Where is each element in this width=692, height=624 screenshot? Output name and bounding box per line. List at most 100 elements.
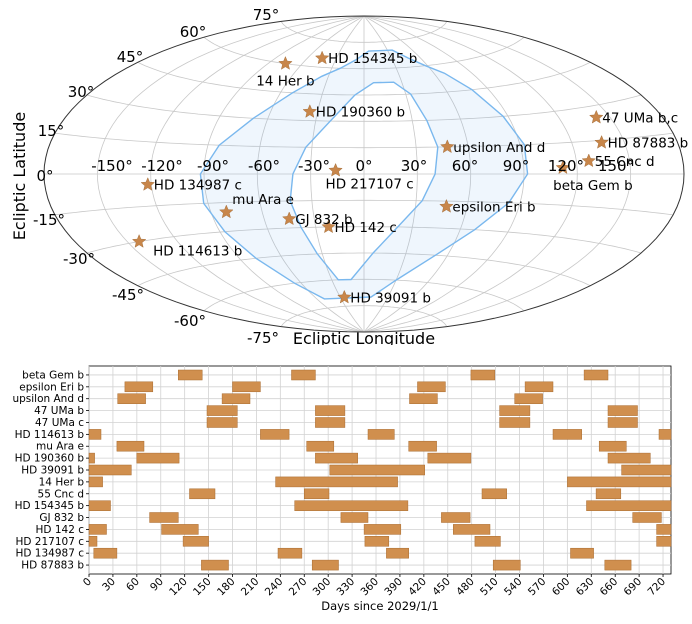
row-label: HD 190360 b: [15, 453, 85, 465]
visibility-bar: [552, 429, 582, 440]
row-label: HD 39091 b: [21, 465, 84, 477]
visibility-bar: [607, 417, 638, 428]
lon-tick-label: 90°: [503, 157, 530, 175]
visibility-bar: [149, 512, 179, 523]
visibility-bar: [656, 524, 672, 535]
visibility-bar: [656, 536, 672, 547]
visibility-bar: [658, 429, 672, 440]
planet-star-marker: [282, 211, 297, 226]
parallel-line: [137, 61, 591, 96]
planet-label: HD 87883 b: [608, 136, 689, 152]
timeline-x-tick-labels: 0 30 60 90 120 150 180 210 240 270 300 330 360 390 420…: [81, 574, 668, 598]
latitude-tick-labels: 75° 60° 45° 30° 15° 0° -15° -30° -45° -6…: [33, 6, 279, 345]
row-label: HD 114613 b: [15, 429, 85, 441]
planet-star-marker: [440, 139, 455, 154]
planet-star-marker: [439, 198, 454, 213]
planet-star-marker: [555, 160, 571, 174]
planet-label: epsilon Eri b: [452, 200, 535, 216]
x-tick-label: 660: [598, 576, 621, 599]
visibility-region: [199, 49, 529, 300]
lon-tick-label: -90°: [197, 157, 229, 175]
parallel-line: [86, 226, 642, 254]
visibility-bar: [386, 547, 409, 559]
visibility-bar: [417, 381, 446, 393]
planet-points: [132, 50, 609, 304]
planet-star-marker: [589, 109, 604, 124]
lon-tick-label: -60°: [248, 157, 280, 175]
lat-tick-label: -15°: [33, 211, 65, 229]
visibility-bar: [178, 369, 203, 381]
visibility-bar: [88, 500, 111, 511]
visibility-bar: [604, 559, 632, 571]
lat-tick-label: -60°: [174, 312, 206, 330]
visibility-bar: [291, 369, 316, 381]
row-label: epsilon Eri b: [19, 381, 84, 393]
planet-star-marker: [302, 104, 317, 118]
visibility-bar: [315, 405, 346, 416]
visibility-bar: [499, 417, 531, 428]
visibility-bar: [88, 476, 103, 488]
visibility-bar: [232, 381, 261, 393]
planet-label: HD 217107 c: [326, 177, 414, 193]
x-tick-label: 390: [382, 576, 405, 599]
planet-star-marker: [594, 135, 609, 149]
planet-star-marker: [321, 219, 336, 234]
x-tick-label: 30: [100, 576, 118, 594]
planet-star-marker: [278, 56, 293, 70]
visibility-bar: [315, 452, 358, 464]
visibility-bar: [315, 417, 346, 428]
y-axis-label: Ecliptic Latitude: [10, 112, 29, 240]
row-label: 14 Her b: [39, 476, 85, 488]
visibility-bar: [408, 440, 437, 452]
x-tick-label: 360: [358, 576, 381, 599]
x-tick-label: 180: [215, 576, 238, 599]
visibility-bar: [607, 452, 651, 464]
timeline-plot-area: [88, 365, 672, 575]
planet-star-marker: [581, 153, 596, 168]
row-label: 47 UMa b: [34, 405, 84, 417]
row-label: HD 154345 b: [15, 500, 85, 512]
lon-tick-label: -150°: [91, 157, 133, 175]
visibility-bar: [470, 369, 496, 381]
visibility-bar: [182, 536, 209, 547]
longitude-tick-labels: -150° -120° -90° -60° -30° 0° 30° 60° 90…: [91, 157, 634, 175]
planet-label: beta Gem b: [553, 178, 633, 194]
planet-label: upsilon And d: [453, 140, 545, 156]
lon-tick-label: 120°: [548, 157, 584, 175]
x-tick-label: 60: [124, 576, 142, 594]
visibility-bar: [117, 393, 146, 404]
visibility-bar: [88, 452, 95, 464]
parallel-line: [203, 36, 525, 70]
visibility-bar: [567, 476, 672, 488]
visibility-bar: [570, 547, 594, 559]
planet-label: HD 142 c: [335, 220, 397, 236]
planet-label: GJ 832 b: [295, 212, 352, 228]
visibility-bar: [367, 429, 395, 440]
row-label: beta Gem b: [22, 369, 84, 381]
visibility-bar: [586, 500, 672, 511]
visibility-bar: [453, 524, 491, 535]
parallel-line: [203, 278, 525, 312]
visibility-bar: [136, 452, 180, 464]
planet-label: HD 190360 b: [316, 105, 405, 121]
visibility-bar: [189, 488, 216, 500]
visibility-bar: [441, 512, 471, 523]
row-label: GJ 832 b: [39, 512, 84, 524]
visibility-bar: [161, 524, 199, 535]
x-tick-label: 90: [148, 576, 166, 594]
planet-label: HD 39091 b: [350, 290, 431, 306]
x-tick-label: 150: [191, 576, 214, 599]
planet-label: 14 Her b: [256, 74, 314, 90]
row-label: HD 87883 b: [21, 560, 84, 572]
lat-tick-label: 45°: [117, 48, 144, 66]
x-tick-label: 720: [645, 576, 668, 599]
x-tick-label: 420: [406, 576, 429, 599]
visibility-bar: [492, 559, 521, 571]
parallel-line: [54, 132, 674, 149]
visibility-bar: [206, 405, 238, 416]
parallel-line: [54, 199, 674, 216]
visibility-bar: [340, 512, 369, 523]
timeline-grid: [88, 366, 671, 574]
x-tick-label: 240: [263, 576, 286, 599]
